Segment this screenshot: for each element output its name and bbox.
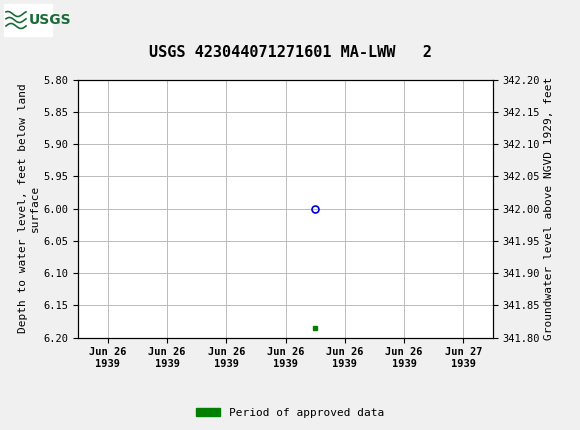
Legend: Period of approved data: Period of approved data xyxy=(191,403,389,422)
FancyBboxPatch shape xyxy=(4,4,52,36)
Y-axis label: Depth to water level, feet below land
surface: Depth to water level, feet below land su… xyxy=(18,84,39,333)
Text: USGS: USGS xyxy=(29,13,71,27)
Text: USGS 423044071271601 MA-LWW   2: USGS 423044071271601 MA-LWW 2 xyxy=(148,45,432,60)
Y-axis label: Groundwater level above NGVD 1929, feet: Groundwater level above NGVD 1929, feet xyxy=(545,77,554,340)
